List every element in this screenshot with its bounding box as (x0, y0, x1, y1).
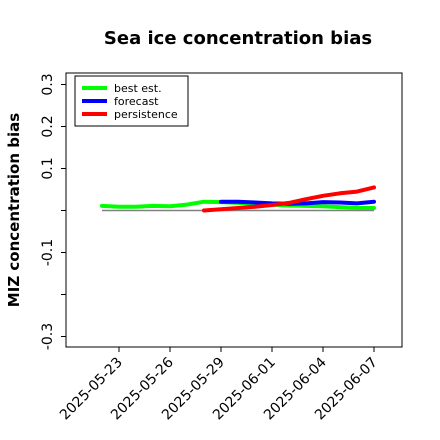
series-line-persistence (202, 185, 376, 213)
y-tick-label: 0.1 (40, 157, 56, 179)
series-line-forecast (219, 199, 376, 206)
x-axis-ticks: 2025-05-232025-05-262025-05-292025-06-01… (57, 347, 381, 423)
y-tick-label: 0.3 (40, 73, 56, 95)
y-axis-label: MIZ concentration bias (5, 113, 23, 307)
y-tick-label: -0.1 (40, 239, 56, 266)
y-axis-ticks: -0.3 -0.1 0.1 0.2 0.3 (40, 73, 66, 350)
legend-label: persistence (114, 108, 178, 121)
y-tick-label: -0.3 (40, 323, 56, 350)
series-lines (100, 185, 376, 213)
chart-title: Sea ice concentration bias (104, 28, 372, 49)
legend-label: forecast (114, 95, 159, 108)
y-tick-label: 0.2 (40, 115, 56, 137)
legend-label: best est. (114, 82, 162, 95)
